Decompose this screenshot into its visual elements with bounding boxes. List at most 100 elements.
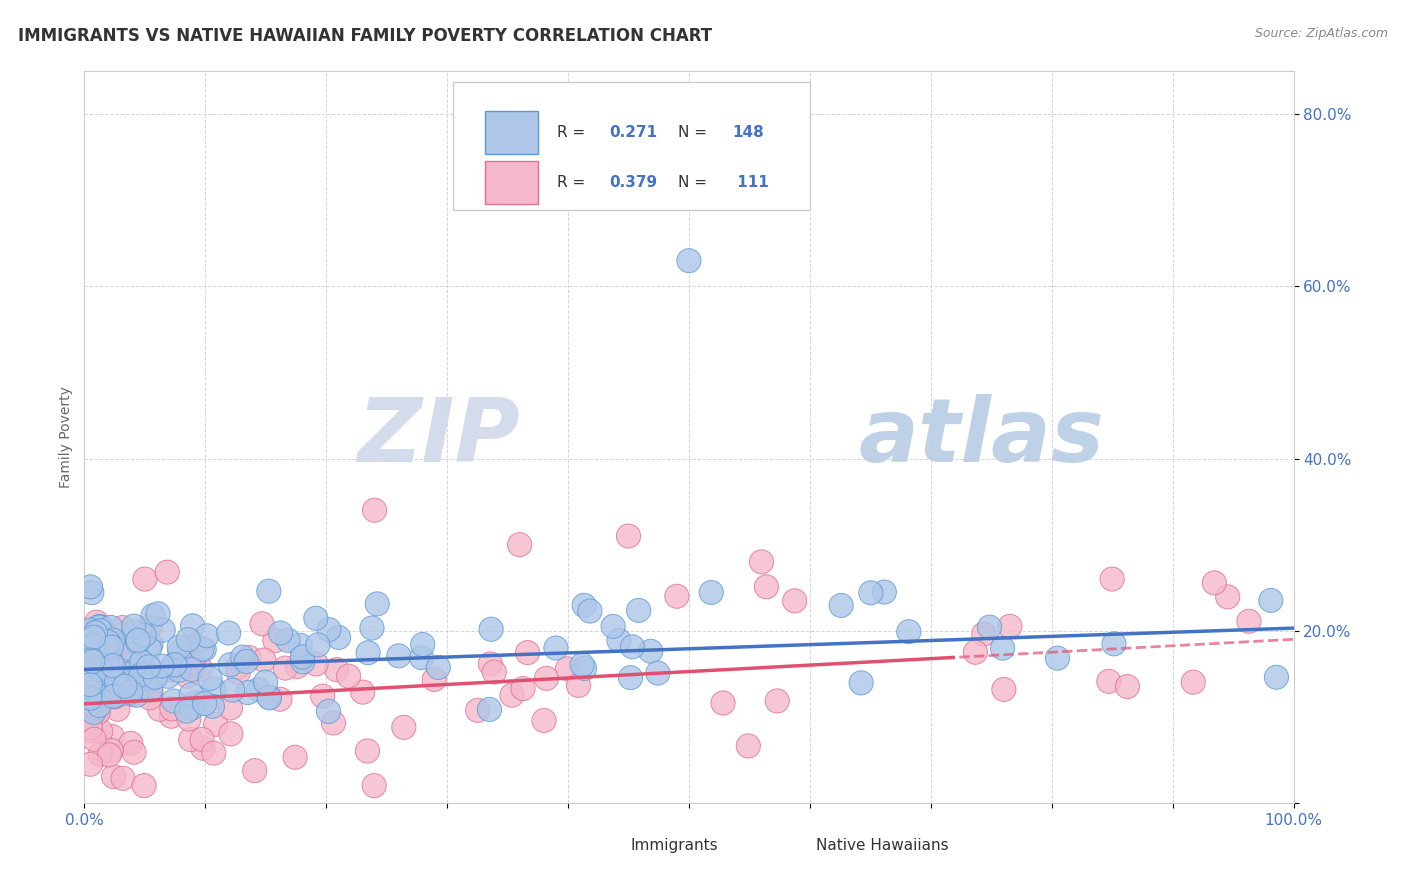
- Ellipse shape: [132, 773, 156, 797]
- Text: 0.271: 0.271: [609, 125, 657, 140]
- Ellipse shape: [350, 680, 375, 704]
- Ellipse shape: [1216, 585, 1240, 609]
- Ellipse shape: [204, 713, 228, 737]
- Ellipse shape: [627, 599, 651, 623]
- Ellipse shape: [97, 634, 122, 658]
- Ellipse shape: [190, 727, 214, 751]
- Ellipse shape: [283, 745, 308, 769]
- Ellipse shape: [257, 579, 281, 603]
- Ellipse shape: [114, 679, 138, 703]
- Ellipse shape: [167, 640, 193, 664]
- Ellipse shape: [616, 524, 641, 548]
- Ellipse shape: [231, 645, 254, 669]
- Ellipse shape: [79, 618, 103, 642]
- Ellipse shape: [79, 645, 103, 669]
- Ellipse shape: [765, 689, 789, 713]
- Ellipse shape: [510, 676, 536, 700]
- Ellipse shape: [79, 752, 103, 776]
- Ellipse shape: [87, 615, 111, 639]
- Ellipse shape: [148, 698, 172, 722]
- Ellipse shape: [82, 700, 105, 724]
- Ellipse shape: [141, 666, 165, 690]
- Ellipse shape: [107, 676, 131, 700]
- Ellipse shape: [167, 635, 191, 659]
- Ellipse shape: [479, 617, 503, 641]
- Ellipse shape: [225, 656, 250, 680]
- Ellipse shape: [188, 657, 212, 681]
- Ellipse shape: [221, 678, 245, 702]
- Ellipse shape: [363, 773, 387, 797]
- Ellipse shape: [82, 625, 105, 649]
- Ellipse shape: [98, 657, 122, 681]
- Ellipse shape: [1102, 632, 1126, 656]
- Ellipse shape: [79, 692, 103, 716]
- Ellipse shape: [218, 653, 242, 677]
- Ellipse shape: [167, 658, 191, 682]
- Ellipse shape: [98, 683, 122, 707]
- Ellipse shape: [201, 741, 226, 765]
- Ellipse shape: [465, 698, 489, 723]
- Ellipse shape: [508, 533, 531, 557]
- Ellipse shape: [304, 652, 328, 676]
- Ellipse shape: [100, 724, 124, 748]
- Ellipse shape: [977, 615, 1001, 640]
- Ellipse shape: [156, 665, 180, 689]
- Text: Native Hawaiians: Native Hawaiians: [815, 838, 949, 853]
- Ellipse shape: [202, 677, 226, 701]
- Text: R =: R =: [557, 175, 591, 190]
- FancyBboxPatch shape: [583, 840, 624, 865]
- Ellipse shape: [180, 652, 204, 676]
- Ellipse shape: [150, 654, 174, 678]
- Ellipse shape: [84, 696, 108, 720]
- Ellipse shape: [82, 727, 105, 751]
- Ellipse shape: [101, 654, 125, 678]
- Ellipse shape: [87, 615, 111, 639]
- Ellipse shape: [100, 739, 124, 763]
- Ellipse shape: [325, 657, 349, 681]
- Ellipse shape: [1099, 567, 1125, 591]
- Ellipse shape: [250, 612, 274, 636]
- Ellipse shape: [97, 657, 121, 681]
- Ellipse shape: [392, 715, 416, 739]
- Ellipse shape: [998, 615, 1022, 639]
- Text: Immigrants: Immigrants: [631, 838, 718, 853]
- Ellipse shape: [645, 661, 671, 685]
- Ellipse shape: [104, 670, 129, 694]
- Ellipse shape: [86, 700, 111, 724]
- Ellipse shape: [1115, 674, 1139, 698]
- Ellipse shape: [291, 649, 315, 673]
- Ellipse shape: [127, 628, 150, 652]
- Ellipse shape: [101, 628, 125, 652]
- Ellipse shape: [699, 581, 723, 605]
- Ellipse shape: [100, 635, 124, 659]
- Ellipse shape: [89, 719, 112, 743]
- Ellipse shape: [638, 640, 662, 664]
- Ellipse shape: [86, 683, 110, 707]
- Ellipse shape: [129, 663, 153, 687]
- Ellipse shape: [219, 722, 243, 746]
- Ellipse shape: [387, 644, 411, 668]
- Ellipse shape: [79, 648, 103, 672]
- Ellipse shape: [849, 671, 873, 695]
- Ellipse shape: [236, 681, 260, 705]
- Ellipse shape: [89, 619, 112, 643]
- Y-axis label: Family Poverty: Family Poverty: [59, 386, 73, 488]
- Ellipse shape: [104, 682, 128, 706]
- Ellipse shape: [86, 681, 110, 705]
- Ellipse shape: [316, 617, 342, 641]
- Ellipse shape: [132, 624, 156, 648]
- Ellipse shape: [125, 683, 149, 707]
- Ellipse shape: [82, 633, 105, 657]
- Ellipse shape: [269, 621, 292, 645]
- Ellipse shape: [356, 739, 380, 763]
- Ellipse shape: [180, 696, 204, 720]
- Ellipse shape: [285, 655, 309, 679]
- Ellipse shape: [243, 758, 267, 782]
- Ellipse shape: [110, 649, 134, 673]
- Ellipse shape: [138, 637, 162, 661]
- Text: N =: N =: [678, 125, 711, 140]
- Ellipse shape: [1202, 571, 1226, 595]
- Ellipse shape: [139, 632, 163, 657]
- Ellipse shape: [676, 249, 702, 273]
- Ellipse shape: [191, 736, 215, 760]
